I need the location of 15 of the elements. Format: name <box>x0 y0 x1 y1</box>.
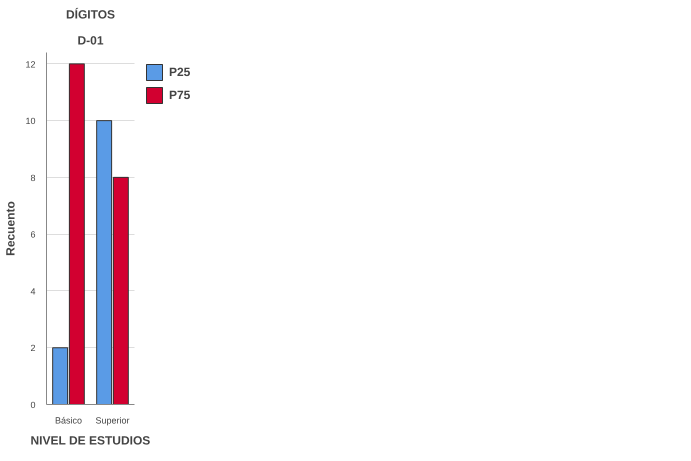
x-tick-label: Básico <box>54 416 82 426</box>
y-tick-label: 6 <box>30 230 36 240</box>
y-tick-label: 0 <box>30 400 36 410</box>
y-tick-label: 8 <box>30 172 36 183</box>
y-tick-label: 4 <box>30 286 36 296</box>
chart-subtitle: D-01 <box>77 34 104 48</box>
y-tick-label: 2 <box>30 343 36 354</box>
x-axis-title: NIVEL DE ESTUDIOS <box>30 434 150 448</box>
y-axis-title: Recuento <box>3 201 18 256</box>
y-tick-label: 10 <box>25 116 36 126</box>
chart-title: DÍGITOS <box>66 8 116 22</box>
y-tick-label: 12 <box>25 59 36 70</box>
legend-label: P25 <box>169 65 190 79</box>
x-tick-label: Superior <box>95 416 130 426</box>
legend-label: P75 <box>169 88 190 102</box>
